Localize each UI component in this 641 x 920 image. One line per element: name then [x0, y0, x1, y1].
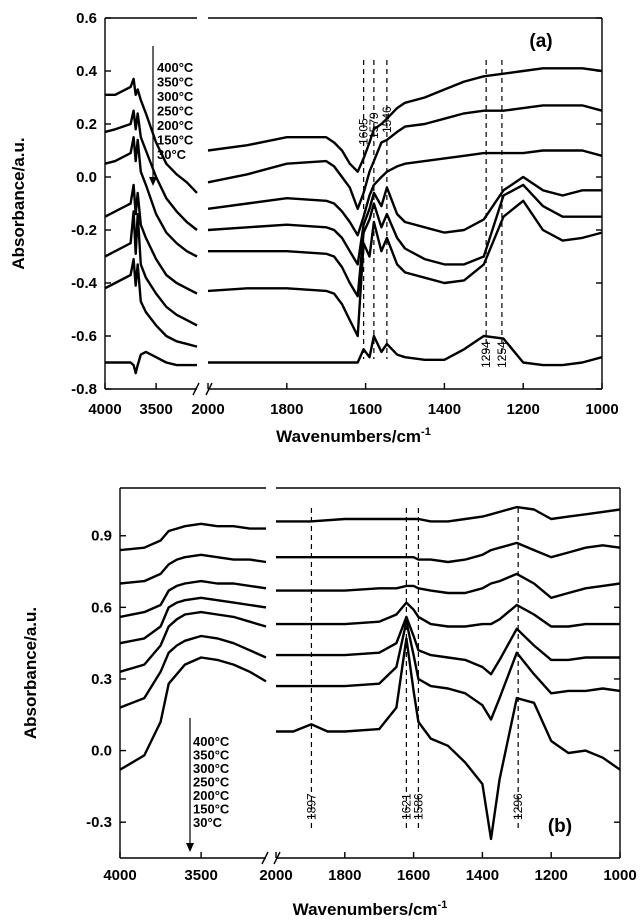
- temperature-arrow-head: [149, 177, 157, 186]
- axis-break-mark: [205, 382, 213, 396]
- x-tick-label: 1000: [585, 401, 618, 418]
- y-tick-label: 0.6: [91, 599, 112, 616]
- peak-label-1296: 1296: [511, 793, 525, 820]
- temperature-label: 30°C: [157, 147, 187, 162]
- spectrum-line-2-high-wavenumber: [119, 553, 267, 585]
- spectrum-line-7-high-wavenumber: [119, 656, 267, 771]
- spectrum-line-1-low-wavenumber: [276, 505, 621, 523]
- axis-break-mark: [192, 382, 200, 396]
- spectrum-line-6-low-wavenumber: [207, 199, 603, 338]
- temperature-label: 30°C: [193, 815, 223, 830]
- peak-label-1621: 1621: [399, 793, 413, 820]
- y-tick-label: 0.3: [91, 671, 112, 688]
- panel-label: (b): [548, 816, 572, 837]
- spectrum-line-3-high-wavenumber: [119, 579, 267, 619]
- spectrum-line-7-low-wavenumber: [276, 637, 621, 841]
- spectrum-line-1-low-wavenumber: [207, 67, 603, 173]
- x-tick-label: 3500: [184, 867, 217, 884]
- temperature-label: 350°C: [157, 75, 194, 90]
- y-axis-title: Absorbance/a.u.: [21, 607, 40, 739]
- spectrum-line-2-high-wavenumber: [104, 109, 198, 231]
- y-tick-label: 0.6: [76, 10, 97, 27]
- y-axis-title: Absorbance/a.u.: [9, 137, 28, 269]
- peak-label-1254: 1254: [495, 341, 509, 368]
- spectrum-line-3-low-wavenumber: [276, 572, 621, 599]
- temperature-label: 150°C: [157, 133, 194, 148]
- spectrum-line-7-high-wavenumber: [105, 350, 197, 375]
- temperature-label: 300°C: [157, 89, 194, 104]
- x-tick-label: 3500: [139, 401, 172, 418]
- y-tick-label: -0.6: [71, 328, 97, 345]
- x-tick-label: 2000: [191, 401, 224, 418]
- spectrum-line-5-high-wavenumber: [104, 210, 198, 327]
- spectrum-line-4-low-wavenumber: [276, 601, 620, 628]
- y-tick-label: 0.2: [76, 116, 97, 133]
- peak-label-1897: 1897: [304, 793, 318, 820]
- y-tick-label: 0.9: [91, 528, 112, 545]
- x-tick-label: 4000: [103, 867, 136, 884]
- spectrum-line-1-high-wavenumber: [105, 77, 198, 194]
- peak-label-1586: 1586: [411, 793, 425, 820]
- temperature-arrow-head: [186, 843, 194, 852]
- x-axis-title: Wavenumbers/cm-1: [293, 899, 448, 919]
- peak-label-1579: 1579: [367, 112, 381, 139]
- y-tick-label: 0.0: [76, 169, 97, 186]
- x-axis-title: Wavenumbers/cm-1: [276, 426, 431, 446]
- y-tick-label: 0.4: [76, 63, 98, 80]
- x-tick-label: 1400: [466, 867, 499, 884]
- temperature-label: 200°C: [193, 788, 230, 803]
- spectrum-line-5-low-wavenumber: [276, 615, 620, 676]
- chart-panel-b: 0.9 0.6 0.3 0.0 -0.3 4000 3500 2000 1800 1600 1400…: [21, 487, 637, 919]
- spectrum-line-3-high-wavenumber: [104, 136, 198, 258]
- x-tick-label: 1600: [349, 401, 382, 418]
- spectrum-line-7-low-wavenumber: [208, 334, 603, 367]
- chart-panel-a: 0.6 0.4 0.2 0.0 -0.2 -0.4 -0.6 -0.8 4000 3500 2000…: [9, 10, 619, 446]
- x-tick-label: 4000: [88, 401, 121, 418]
- y-tick-label: -0.3: [86, 814, 112, 831]
- spectrum-line-4-high-wavenumber: [119, 596, 267, 645]
- spectrum-line-6-low-wavenumber: [276, 620, 621, 721]
- axis-break-mark: [273, 851, 281, 865]
- temperature-label: 200°C: [157, 118, 194, 133]
- y-tick-label: -0.8: [71, 381, 97, 398]
- panel-label: (a): [529, 31, 552, 52]
- temperature-label: 150°C: [193, 802, 230, 817]
- temperature-label: 300°C: [193, 761, 230, 776]
- x-tick-label: 2000: [259, 867, 292, 884]
- temperature-label: 250°C: [157, 104, 194, 119]
- x-tick-label: 1200: [535, 867, 568, 884]
- spectrum-line-6-high-wavenumber: [119, 634, 267, 709]
- peak-label-1605: 1605: [357, 118, 371, 145]
- temperature-label: 400°C: [193, 734, 230, 749]
- x-tick-label: 1400: [428, 401, 461, 418]
- x-tick-label: 1600: [397, 867, 430, 884]
- x-tick-label: 1800: [328, 867, 361, 884]
- axis-break-mark: [261, 851, 269, 865]
- spectrum-line-6-high-wavenumber: [104, 257, 198, 348]
- y-tick-label: -0.4: [71, 275, 98, 292]
- spectrum-line-5-high-wavenumber: [119, 610, 267, 673]
- temperature-label: 400°C: [157, 60, 194, 75]
- x-tick-label: 1800: [270, 401, 303, 418]
- y-tick-label: 0.0: [91, 743, 112, 760]
- peak-label-1294: 1294: [479, 341, 493, 368]
- x-tick-label: 1000: [603, 867, 636, 884]
- spectrum-line-4-high-wavenumber: [104, 183, 198, 295]
- spectrum-line-2-low-wavenumber: [207, 104, 603, 210]
- x-tick-label: 1200: [507, 401, 540, 418]
- temperature-label: 350°C: [193, 748, 230, 763]
- peak-label-1546: 1546: [380, 106, 394, 133]
- y-tick-label: -0.2: [71, 222, 97, 239]
- spectrum-line-1-high-wavenumber: [119, 522, 266, 552]
- spectrum-line-2-low-wavenumber: [276, 541, 621, 564]
- temperature-label: 250°C: [193, 775, 230, 790]
